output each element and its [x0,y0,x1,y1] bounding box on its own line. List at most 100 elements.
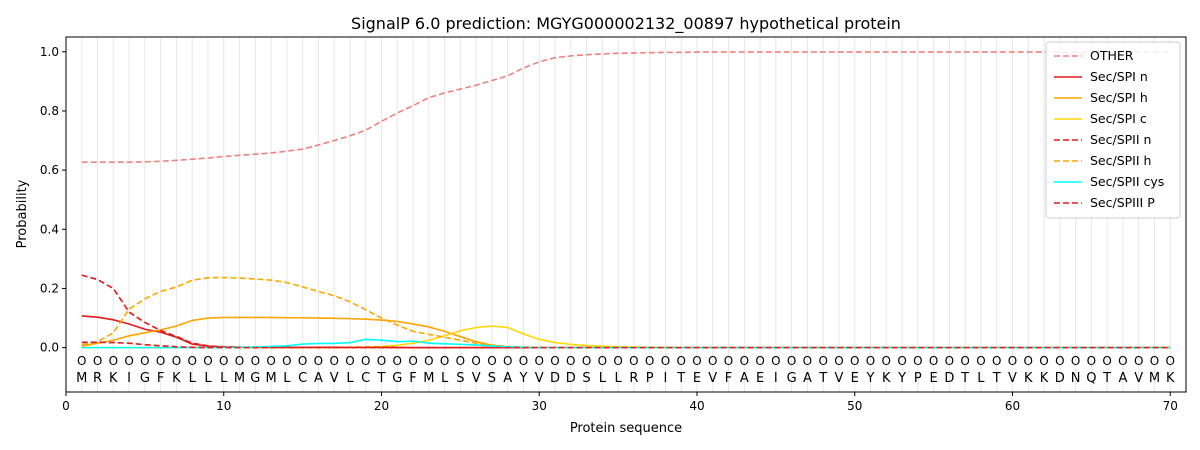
region-marker: O [377,354,386,368]
region-marker: O [803,354,812,368]
residue-label: I [774,371,778,386]
region-marker: O [1165,354,1174,368]
region-marker: O [960,354,969,368]
residue-label: D [944,371,954,386]
region-marker: O [93,354,102,368]
residue-label: V [330,371,339,386]
region-marker: O [882,354,891,368]
residue-label: G [250,371,260,386]
residue-label: K [1024,371,1033,386]
residue-label: V [708,371,717,386]
residue-label: L [283,371,291,386]
region-marker: O [219,354,228,368]
residue-label: L [977,371,985,386]
residue-label: V [1008,371,1017,386]
region-marker: O [519,354,528,368]
residue-label: F [725,371,732,386]
residue-layer: OMOROKOIOGOFOKOLOLOLOMOGOMOLOCOAOVOLOCOT… [76,354,1175,386]
region-marker: O [834,354,843,368]
residue-label: A [1118,371,1127,386]
residue-label: E [851,371,859,386]
y-axis-label: Probability [15,179,30,248]
residue-label: V [835,371,844,386]
region-marker: O [298,354,307,368]
residue-label: V [1134,371,1143,386]
region-marker: O [550,354,559,368]
residue-label: R [93,371,102,386]
legend-label: Sec/SPI c [1090,111,1147,126]
region-marker: O [282,354,291,368]
region-marker: O [109,354,118,368]
residue-label: K [172,371,181,386]
y-tick-label: 1.0 [40,45,59,59]
legend-label: Sec/SPII cys [1090,174,1164,189]
residue-label: F [409,371,416,386]
residue-label: L [599,371,607,386]
region-marker: O [992,354,1001,368]
region-marker: O [724,354,733,368]
x-tick-label: 10 [216,399,231,413]
y-tick-label: 0.0 [40,341,59,355]
region-marker: O [487,354,496,368]
plot-frame [65,36,1187,393]
region-marker: O [676,354,685,368]
region-marker: O [629,354,638,368]
legend-label: Sec/SPII n [1090,132,1151,147]
residue-label: D [1055,371,1065,386]
residue-label: L [441,371,449,386]
region-marker: O [140,354,149,368]
x-tick-label: 30 [532,399,547,413]
residue-label: T [960,371,969,386]
residue-label: M [423,371,434,386]
residue-label: Y [518,371,527,386]
residue-label: N [1071,371,1081,386]
region-marker: O [1102,354,1111,368]
y-tick-label: 0.8 [40,104,59,118]
region-marker: O [692,354,701,368]
residue-label: E [756,371,764,386]
region-marker: O [850,354,859,368]
chart-title: SignalP 6.0 prediction: MGYG000002132_00… [351,14,901,34]
region-marker: O [456,354,465,368]
region-marker: O [314,354,323,368]
residue-label: I [664,371,668,386]
region-marker: O [818,354,827,368]
region-marker: O [440,354,449,368]
residue-label: Y [897,371,906,386]
region-marker: O [1118,354,1127,368]
residue-label: M [1149,371,1160,386]
region-marker: O [976,354,985,368]
region-marker: O [598,354,607,368]
region-marker: O [471,354,480,368]
residue-label: E [693,371,701,386]
region-marker: O [1024,354,1033,368]
region-marker: O [408,354,417,368]
residue-label: T [992,371,1001,386]
region-marker: O [1008,354,1017,368]
region-marker: O [582,354,591,368]
residue-label: L [189,371,197,386]
residue-label: P [914,371,922,386]
region-marker: O [361,354,370,368]
residue-label: M [76,371,87,386]
region-marker: O [235,354,244,368]
residue-label: C [298,371,307,386]
region-marker: O [251,354,260,368]
x-tick-label: 60 [1005,399,1020,413]
x-tick-label: 50 [847,399,862,413]
residue-label: S [456,371,464,386]
region-marker: O [740,354,749,368]
residue-label: A [503,371,512,386]
region-marker: O [535,354,544,368]
legend-label: Sec/SPIII P [1090,195,1155,210]
residue-label: M [234,371,245,386]
residue-label: L [346,371,354,386]
residue-label: L [614,371,622,386]
residue-label: S [488,371,496,386]
residue-label: F [157,371,164,386]
region-marker: O [771,354,780,368]
region-marker: O [156,354,165,368]
region-marker: O [929,354,938,368]
region-marker: O [329,354,338,368]
